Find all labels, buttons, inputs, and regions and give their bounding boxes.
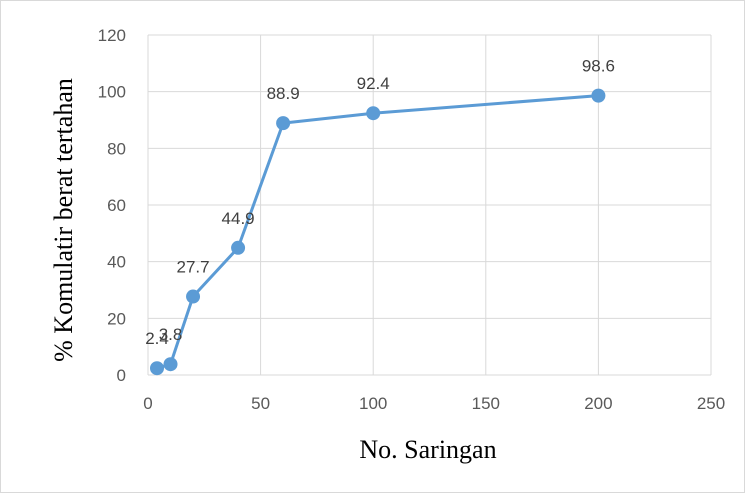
data-label: 2.4 (145, 329, 169, 348)
y-tick-label: 120 (98, 26, 126, 45)
horizontal-gridlines (148, 34, 711, 376)
data-point (163, 357, 178, 372)
data-label: 98.6 (582, 57, 615, 76)
data-label: 44.9 (222, 209, 255, 228)
data-point (366, 106, 381, 121)
y-tick-label: 60 (107, 196, 126, 215)
y-axis-title: % Komulatir berat tertahan (49, 78, 78, 362)
vertical-gridlines (147, 35, 712, 375)
y-axis-tick-labels: 0 20 40 60 80 100 120 (98, 26, 126, 385)
x-axis-title: No. Saringan (359, 435, 496, 464)
data-point (186, 289, 201, 304)
data-label: 88.9 (267, 84, 300, 103)
data-label: 27.7 (176, 258, 209, 277)
x-axis-tick-labels: 0 50 100 150 200 250 (143, 394, 725, 413)
x-tick-label: 200 (584, 394, 612, 413)
data-label: 3.8 (159, 325, 183, 344)
data-label: 92.4 (357, 74, 390, 93)
x-tick-label: 50 (251, 394, 270, 413)
y-tick-label: 80 (107, 139, 126, 158)
y-tick-label: 0 (117, 366, 126, 385)
data-point (591, 88, 606, 103)
y-tick-label: 20 (107, 309, 126, 328)
series-layer (150, 88, 606, 376)
data-point (150, 361, 165, 376)
data-point (231, 240, 246, 255)
x-tick-label: 0 (143, 394, 152, 413)
data-point (276, 116, 291, 131)
y-tick-label: 100 (98, 83, 126, 102)
x-tick-label: 250 (697, 394, 725, 413)
x-tick-label: 150 (472, 394, 500, 413)
x-tick-label: 100 (359, 394, 387, 413)
y-tick-label: 40 (107, 253, 126, 272)
data-label-layer: 2.43.8 27.7 44.9 88.9 92.4 98.6 (145, 57, 615, 349)
